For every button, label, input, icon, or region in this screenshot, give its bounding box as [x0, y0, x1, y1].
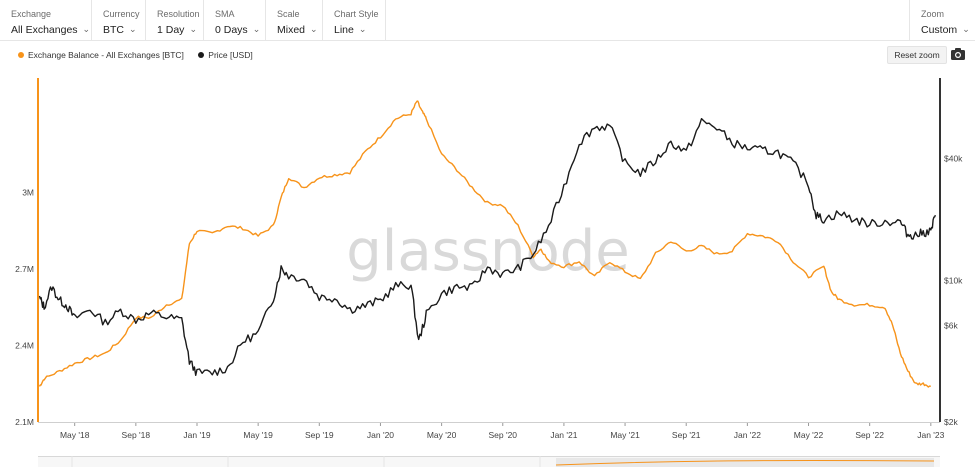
- watermark-text: glassnode: [346, 219, 630, 284]
- x-tick-label: May '18: [60, 430, 90, 440]
- sma-select-value: 0 Days: [215, 24, 248, 36]
- chevron-down-icon: ⌄: [252, 24, 261, 34]
- legend-dot-exchange-balance: [18, 52, 24, 58]
- chart-toolbar: Exchange All Exchanges ⌄ Currency BTC ⌄ Re…: [0, 0, 975, 41]
- legend-label-exchange-balance: Exchange Balance - All Exchanges [BTC]: [28, 50, 184, 60]
- x-tick-label: Sep '20: [488, 430, 517, 440]
- camera-icon[interactable]: [950, 47, 966, 61]
- zoom-select[interactable]: Zoom Custom ⌄: [909, 0, 975, 40]
- resolution-select-value: 1 Day: [157, 24, 185, 36]
- legend-item-price[interactable]: Price [USD]: [198, 50, 253, 60]
- chevron-down-icon: ⌄: [962, 24, 970, 34]
- zoom-select-value: Custom: [921, 24, 958, 36]
- reset-zoom-button[interactable]: Reset zoom: [887, 46, 947, 64]
- currency-select-label: Currency: [103, 9, 140, 19]
- exchange-select[interactable]: Exchange All Exchanges ⌄: [0, 0, 92, 40]
- series-line-price: [38, 118, 937, 376]
- legend-label-price: Price [USD]: [208, 50, 253, 60]
- sma-select[interactable]: SMA 0 Days ⌄: [204, 0, 266, 40]
- x-tick-label: Sep '22: [855, 430, 884, 440]
- x-tick-label: Sep '18: [122, 430, 151, 440]
- chart-style-select-value: Line: [334, 24, 354, 36]
- chevron-down-icon: ⌄: [358, 24, 367, 34]
- chart-style-select[interactable]: Chart Style Line ⌄: [323, 0, 386, 40]
- chevron-down-icon: ⌄: [310, 24, 318, 34]
- chevron-down-icon: ⌄: [189, 24, 197, 34]
- x-tick-label: May '21: [610, 430, 640, 440]
- zoom-select-label: Zoom: [921, 9, 945, 19]
- legend-dot-price: [198, 52, 205, 58]
- resolution-select[interactable]: Resolution 1 Day ⌄: [146, 0, 204, 40]
- x-tick-label: May '22: [794, 430, 824, 440]
- scale-select-value: Mixed: [277, 24, 306, 36]
- chart-plot: glassnode May '18 Sep '18 Jan '19 May '19 Se…: [15, 78, 963, 440]
- x-tick-label: May '19: [243, 430, 273, 440]
- x-tick-label: Jan '22: [734, 430, 761, 440]
- x-tick-label: Sep '19: [305, 430, 334, 440]
- right-tick-label: $40k: [944, 154, 963, 164]
- range-navigator[interactable]: [38, 456, 940, 467]
- series-layer: [38, 100, 937, 388]
- chart-legend: Exchange Balance - All Exchanges [BTC] P…: [18, 50, 265, 62]
- left-tick-label: 2.7M: [15, 264, 34, 274]
- x-tick-label: Jan '23: [917, 430, 944, 440]
- chart-style-select-label: Chart Style: [334, 9, 379, 19]
- chevron-down-icon: ⌄: [82, 24, 91, 34]
- right-tick-label: $10k: [944, 275, 963, 285]
- x-tick-label: Jan '21: [550, 430, 577, 440]
- x-tick-label: May '20: [427, 430, 457, 440]
- legend-item-exchange-balance[interactable]: Exchange Balance - All Exchanges [BTC]: [18, 50, 184, 60]
- x-tick-label: Jan '19: [183, 430, 210, 440]
- chevron-down-icon: ⌄: [129, 24, 137, 34]
- sma-select-label: SMA: [215, 9, 235, 19]
- left-tick-label: 2.1M: [15, 417, 34, 427]
- left-tick-label: 2.4M: [15, 341, 34, 351]
- axes-layer: May '18 Sep '18 Jan '19 May '19 Sep '19 Jan '…: [15, 78, 963, 440]
- currency-select-value: BTC: [103, 24, 124, 36]
- left-tick-label: 3M: [22, 188, 34, 198]
- resolution-select-label: Resolution: [157, 9, 200, 19]
- exchange-select-value: All Exchanges: [11, 24, 78, 36]
- scale-select[interactable]: Scale Mixed ⌄: [266, 0, 323, 40]
- exchange-select-label: Exchange: [11, 9, 52, 19]
- x-tick-label: Jan '20: [367, 430, 394, 440]
- right-tick-label: $6k: [944, 320, 958, 330]
- series-line-exchange-balance: [38, 100, 931, 388]
- x-tick-label: Sep '21: [672, 430, 701, 440]
- currency-select[interactable]: Currency BTC ⌄: [92, 0, 146, 40]
- right-tick-label: $2k: [944, 417, 958, 427]
- scale-select-label: Scale: [277, 9, 300, 19]
